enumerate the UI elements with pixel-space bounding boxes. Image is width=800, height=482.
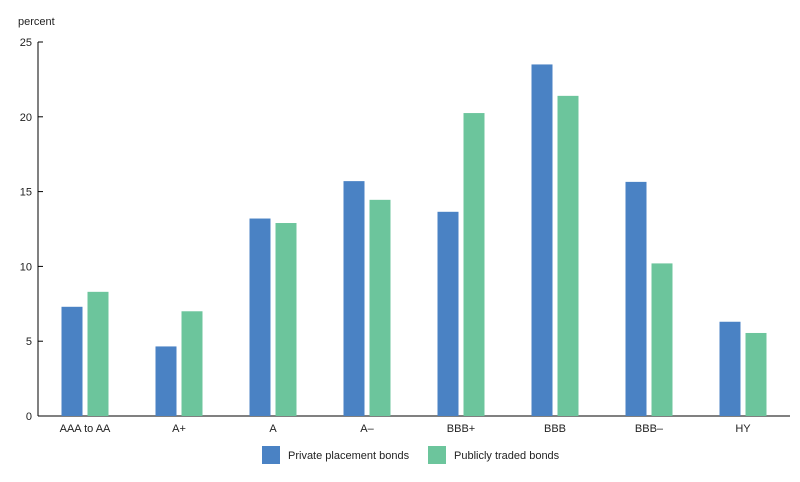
x-tick-label: HY bbox=[735, 423, 751, 435]
y-axis: 0 5 10 15 20 25 bbox=[20, 37, 43, 423]
y-tick-label: 25 bbox=[20, 37, 32, 49]
legend-label: Private placement bonds bbox=[288, 450, 410, 462]
x-tick-label: A+ bbox=[172, 423, 186, 435]
x-tick-label: BBB– bbox=[635, 423, 664, 435]
bar-private-placement bbox=[437, 211, 459, 416]
bar-publicly-traded bbox=[463, 113, 485, 416]
x-tick-label: BBB bbox=[544, 423, 566, 435]
bar-private-placement bbox=[61, 306, 83, 416]
y-tick-label: 10 bbox=[20, 261, 32, 273]
bar-publicly-traded bbox=[275, 223, 297, 416]
bar-private-placement bbox=[719, 321, 741, 416]
y-tick-label: 0 bbox=[26, 411, 32, 423]
x-tick-label: A bbox=[269, 423, 277, 435]
y-axis-unit-label: percent bbox=[18, 16, 55, 28]
bars-group bbox=[61, 64, 767, 416]
legend-swatch bbox=[262, 446, 280, 464]
x-tick-label: BBB+ bbox=[447, 423, 475, 435]
bar-publicly-traded bbox=[557, 95, 579, 416]
x-tick-label: A– bbox=[360, 423, 374, 435]
x-tick-label: AAA to AA bbox=[60, 423, 111, 435]
x-axis: AAA to AA A+ A A– BBB+ BBB BBB– HY bbox=[38, 415, 790, 435]
bar-private-placement bbox=[343, 181, 365, 416]
bar-publicly-traded bbox=[369, 199, 391, 416]
bar-private-placement bbox=[155, 346, 177, 416]
y-tick-label: 15 bbox=[20, 187, 32, 199]
bar-publicly-traded bbox=[181, 311, 203, 416]
bar-publicly-traded bbox=[651, 263, 673, 416]
y-tick-label: 20 bbox=[20, 112, 32, 124]
legend-label: Publicly traded bonds bbox=[454, 450, 560, 462]
bar-publicly-traded bbox=[87, 291, 109, 416]
legend: Private placement bonds Publicly traded b… bbox=[262, 446, 560, 464]
bar-publicly-traded bbox=[745, 332, 767, 416]
legend-swatch bbox=[428, 446, 446, 464]
y-tick-label: 5 bbox=[26, 336, 32, 348]
bar-private-placement bbox=[531, 64, 553, 416]
bar-private-placement bbox=[249, 218, 271, 416]
bar-private-placement bbox=[625, 181, 647, 416]
